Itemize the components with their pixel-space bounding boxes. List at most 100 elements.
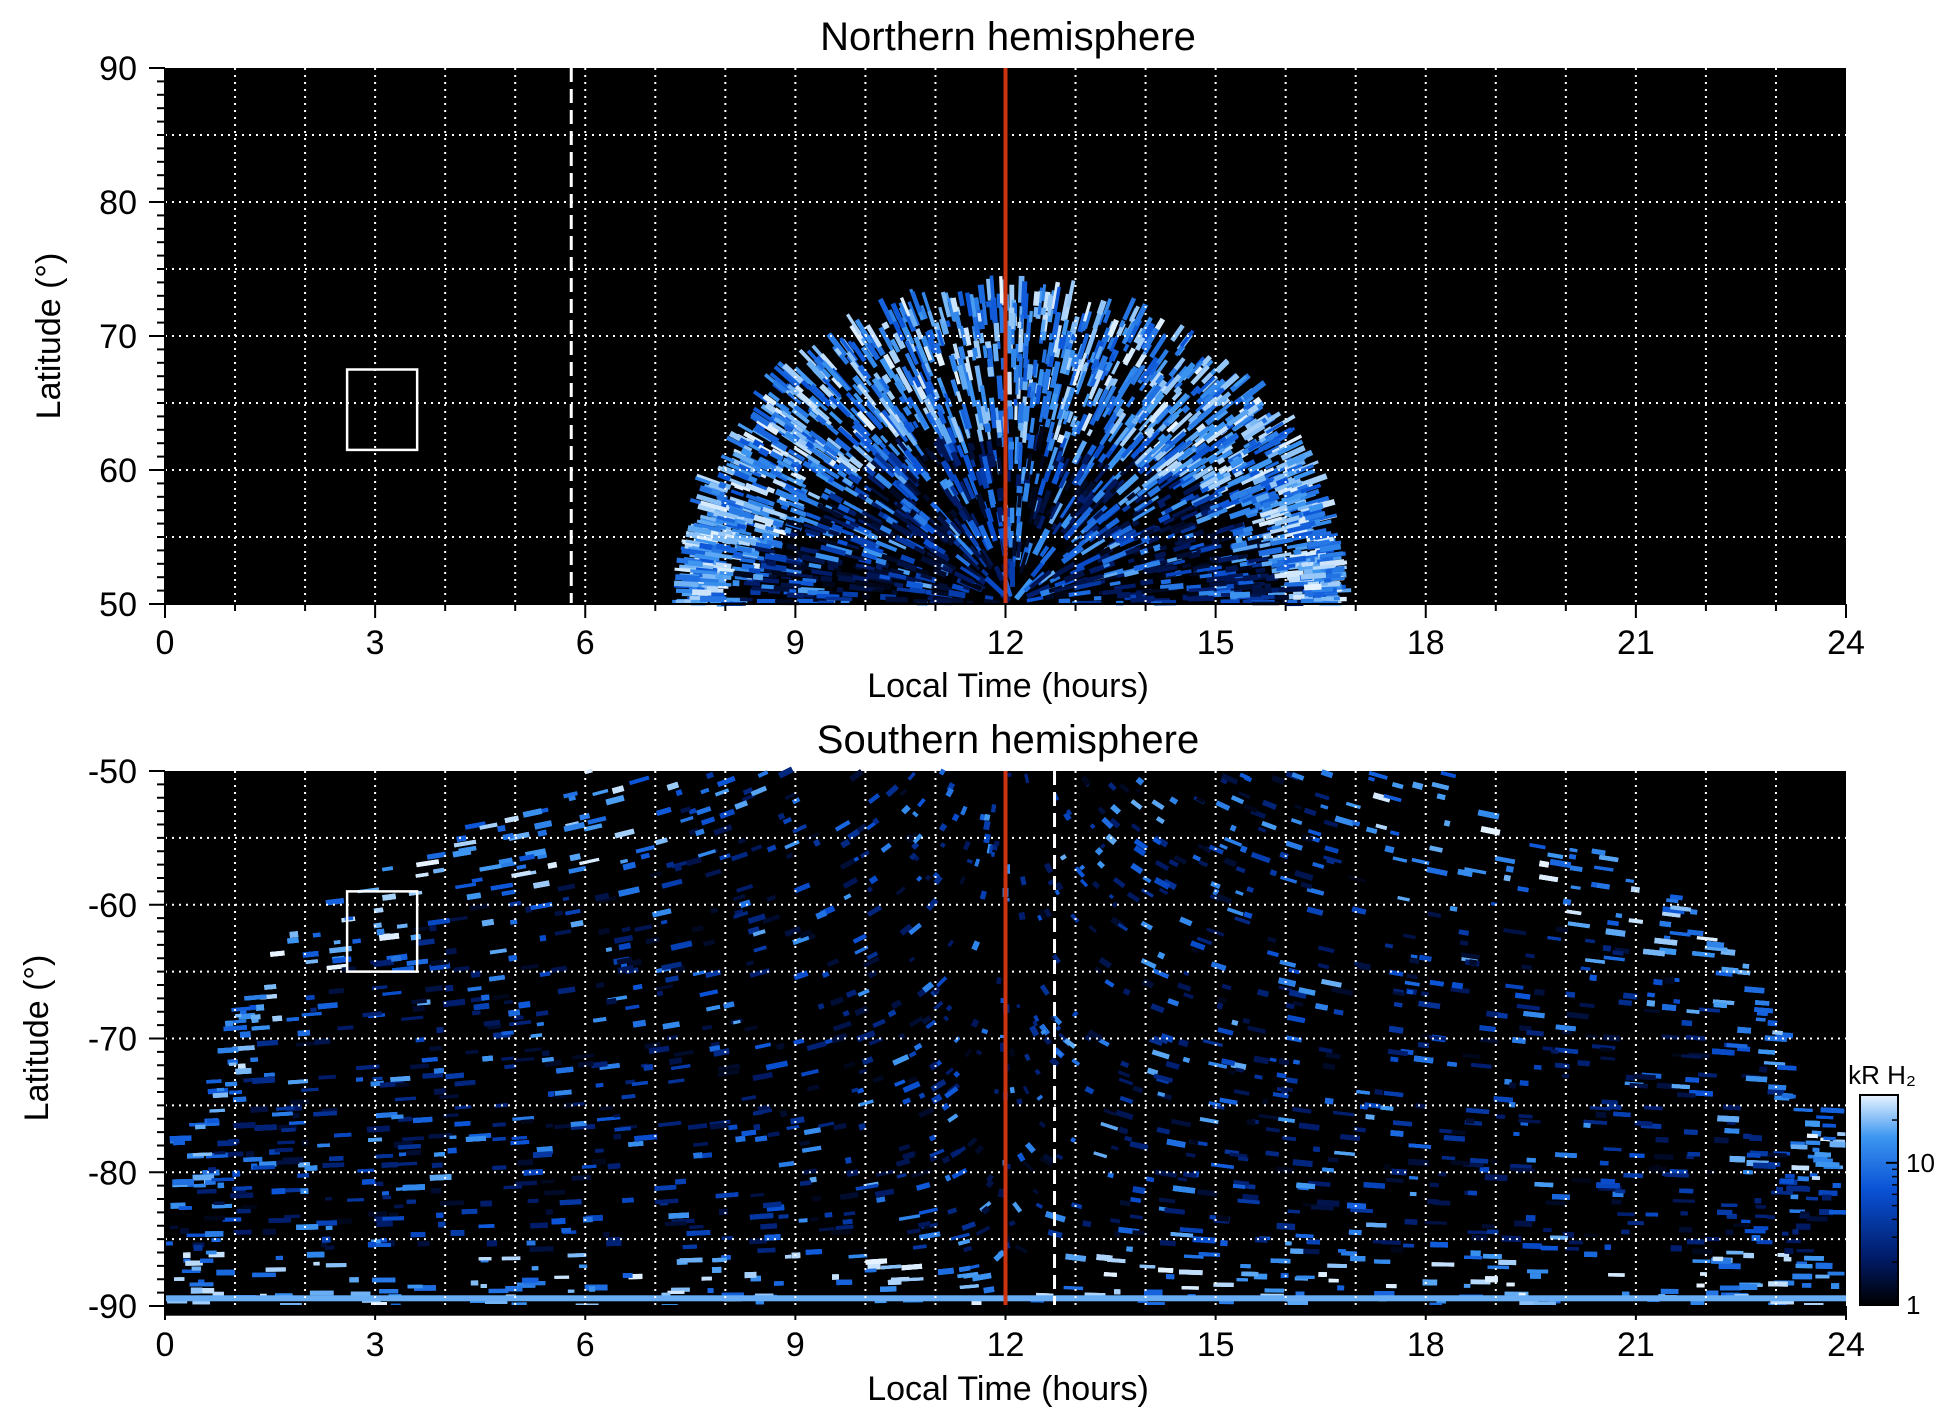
emission-streak xyxy=(1041,349,1047,363)
emission-streak xyxy=(794,384,804,394)
emission-streak xyxy=(996,506,1005,523)
emission-streak xyxy=(1242,393,1255,405)
emission-streak xyxy=(1259,573,1269,578)
emission-streak xyxy=(987,366,994,377)
emission-streak xyxy=(826,437,842,450)
emission-streak xyxy=(875,557,887,566)
emission-streak xyxy=(1131,505,1156,522)
emission-streak xyxy=(911,544,927,555)
emission-streak xyxy=(1060,293,1070,321)
emission-streak xyxy=(962,477,976,500)
emission-streak xyxy=(1181,404,1191,414)
emission-streak xyxy=(802,577,817,583)
emission-streak xyxy=(1024,433,1031,441)
emission-streak xyxy=(1036,515,1046,530)
emission-streak xyxy=(1037,368,1044,386)
emission-streak xyxy=(823,514,847,527)
emission-streak xyxy=(786,543,798,552)
emission-streak xyxy=(731,566,750,573)
emission-streak xyxy=(1034,473,1040,485)
emission-streak xyxy=(849,360,869,383)
emission-streak xyxy=(1037,290,1043,304)
emission-streak xyxy=(780,582,801,589)
emission-streak xyxy=(1252,585,1263,591)
emission-streak xyxy=(1181,563,1191,569)
emission-streak xyxy=(780,503,789,511)
emission-streak xyxy=(852,443,875,464)
emission-streak xyxy=(1016,376,1022,399)
emission-streak xyxy=(1196,514,1212,525)
emission-streak xyxy=(984,341,992,349)
emission-streak xyxy=(1000,389,1006,401)
emission-streak xyxy=(1216,456,1226,465)
emission-streak xyxy=(699,542,713,551)
emission-streak xyxy=(877,297,895,325)
emission-streak xyxy=(1043,405,1051,420)
emission-streak xyxy=(816,593,840,600)
emission-streak xyxy=(1261,560,1273,567)
emission-streak xyxy=(1216,499,1231,510)
emission-streak xyxy=(879,574,891,581)
emission-streak xyxy=(746,440,762,452)
emission-streak xyxy=(1202,469,1217,482)
emission-streak xyxy=(687,560,704,568)
emission-streak xyxy=(718,481,727,490)
emission-streak xyxy=(854,425,873,444)
emission-streak xyxy=(1048,333,1053,341)
emission-streak xyxy=(1039,371,1047,388)
emission-streak xyxy=(825,596,853,601)
emission-streak xyxy=(1118,319,1126,328)
emission-streak xyxy=(1259,542,1271,549)
emission-streak xyxy=(1283,555,1307,564)
emission-streak xyxy=(861,586,874,592)
emission-streak xyxy=(980,548,994,567)
emission-streak xyxy=(1247,457,1273,474)
emission-streak xyxy=(784,522,803,532)
emission-streak xyxy=(1311,527,1328,537)
emission-streak xyxy=(784,424,794,433)
emission-streak xyxy=(1255,567,1266,574)
emission-streak xyxy=(1262,469,1279,480)
emission-streak xyxy=(1047,309,1054,323)
emission-streak xyxy=(964,362,973,382)
emission-streak xyxy=(1087,377,1101,400)
emission-streak xyxy=(1140,578,1154,586)
emission-streak xyxy=(1040,331,1047,341)
north-emission-map xyxy=(672,275,1352,607)
south-title: Southern hemisphere xyxy=(817,718,1199,762)
emission-streak xyxy=(1065,410,1074,424)
emission-streak xyxy=(936,335,943,346)
emission-streak xyxy=(1124,413,1136,427)
emission-streak xyxy=(1033,291,1041,307)
north-y-axis: 50 60 70 80 90 xyxy=(99,50,166,624)
emission-streak xyxy=(752,573,764,581)
emission-streak xyxy=(1015,474,1022,488)
emission-streak xyxy=(1050,402,1059,421)
emission-streak xyxy=(1161,460,1184,479)
x-tick-label: 9 xyxy=(786,624,805,662)
emission-streak xyxy=(789,418,814,438)
emission-streak xyxy=(807,589,830,596)
y-tick-label: 50 xyxy=(99,586,137,624)
emission-streak xyxy=(1238,531,1253,539)
emission-streak xyxy=(784,373,801,389)
emission-streak xyxy=(1047,341,1056,357)
emission-streak xyxy=(730,468,750,481)
emission-streak xyxy=(733,551,743,558)
emission-streak xyxy=(805,531,816,538)
emission-streak xyxy=(910,291,922,313)
emission-streak xyxy=(1104,413,1119,434)
emission-streak xyxy=(1125,494,1139,506)
emission-streak xyxy=(1100,489,1111,500)
emission-streak xyxy=(1265,509,1291,521)
emission-streak xyxy=(811,569,833,577)
emission-streak xyxy=(730,489,745,497)
emission-streak xyxy=(1222,471,1232,480)
x-tick-label: 6 xyxy=(576,624,595,662)
emission-streak xyxy=(1045,353,1051,365)
emission-streak xyxy=(1189,572,1200,577)
emission-streak xyxy=(1028,382,1035,392)
emission-streak xyxy=(871,442,890,462)
emission-streak xyxy=(1032,359,1038,376)
emission-streak xyxy=(808,562,822,569)
